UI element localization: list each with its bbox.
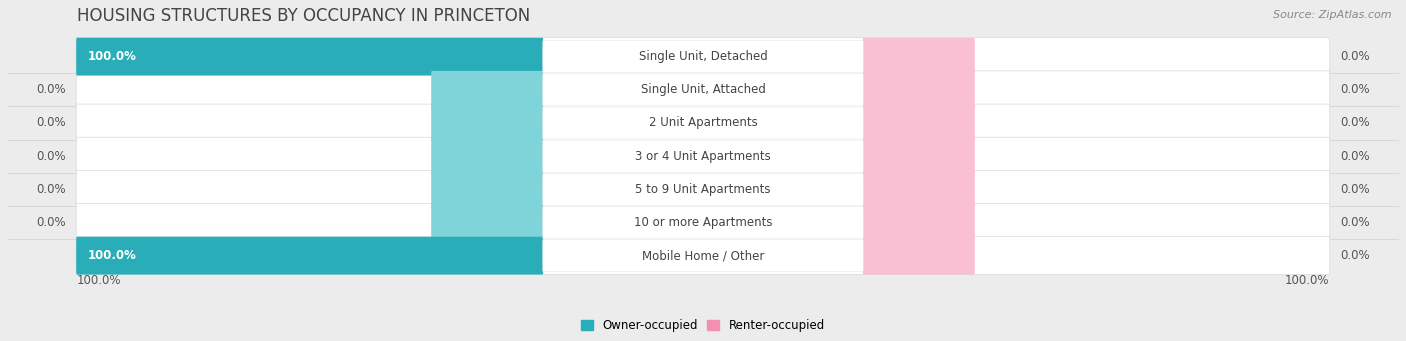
FancyBboxPatch shape: [432, 170, 543, 208]
Text: 0.0%: 0.0%: [35, 83, 66, 96]
FancyBboxPatch shape: [76, 38, 1330, 76]
FancyBboxPatch shape: [76, 237, 543, 275]
FancyBboxPatch shape: [543, 74, 863, 106]
FancyBboxPatch shape: [432, 104, 543, 142]
Text: 0.0%: 0.0%: [35, 183, 66, 196]
Text: 100.0%: 100.0%: [87, 249, 136, 262]
FancyBboxPatch shape: [543, 107, 863, 139]
FancyBboxPatch shape: [76, 38, 543, 76]
FancyBboxPatch shape: [863, 204, 974, 241]
FancyBboxPatch shape: [863, 170, 974, 208]
FancyBboxPatch shape: [543, 173, 863, 205]
Text: 0.0%: 0.0%: [35, 117, 66, 130]
Text: 0.0%: 0.0%: [1340, 183, 1371, 196]
Text: HOUSING STRUCTURES BY OCCUPANCY IN PRINCETON: HOUSING STRUCTURES BY OCCUPANCY IN PRINC…: [76, 7, 530, 25]
Text: 100.0%: 100.0%: [87, 50, 136, 63]
Text: Mobile Home / Other: Mobile Home / Other: [641, 249, 765, 262]
Text: Single Unit, Attached: Single Unit, Attached: [641, 83, 765, 96]
FancyBboxPatch shape: [543, 140, 863, 172]
Text: 0.0%: 0.0%: [1340, 117, 1371, 130]
FancyBboxPatch shape: [76, 137, 1330, 175]
Text: 100.0%: 100.0%: [1285, 274, 1330, 287]
FancyBboxPatch shape: [76, 71, 1330, 109]
FancyBboxPatch shape: [76, 204, 1330, 241]
FancyBboxPatch shape: [76, 104, 1330, 142]
Text: 0.0%: 0.0%: [1340, 83, 1371, 96]
Text: 0.0%: 0.0%: [1340, 150, 1371, 163]
Text: 0.0%: 0.0%: [1340, 216, 1371, 229]
Text: Source: ZipAtlas.com: Source: ZipAtlas.com: [1274, 10, 1392, 20]
Text: 3 or 4 Unit Apartments: 3 or 4 Unit Apartments: [636, 150, 770, 163]
FancyBboxPatch shape: [432, 204, 543, 241]
FancyBboxPatch shape: [863, 104, 974, 142]
Text: 2 Unit Apartments: 2 Unit Apartments: [648, 117, 758, 130]
FancyBboxPatch shape: [543, 206, 863, 239]
FancyBboxPatch shape: [432, 137, 543, 175]
Text: 0.0%: 0.0%: [1340, 50, 1371, 63]
FancyBboxPatch shape: [432, 71, 543, 109]
FancyBboxPatch shape: [543, 240, 863, 272]
FancyBboxPatch shape: [863, 71, 974, 109]
Text: 0.0%: 0.0%: [35, 150, 66, 163]
Text: 10 or more Apartments: 10 or more Apartments: [634, 216, 772, 229]
Text: 0.0%: 0.0%: [35, 216, 66, 229]
FancyBboxPatch shape: [863, 237, 974, 275]
Text: 5 to 9 Unit Apartments: 5 to 9 Unit Apartments: [636, 183, 770, 196]
Legend: Owner-occupied, Renter-occupied: Owner-occupied, Renter-occupied: [581, 319, 825, 332]
Text: 0.0%: 0.0%: [1340, 249, 1371, 262]
Text: Single Unit, Detached: Single Unit, Detached: [638, 50, 768, 63]
FancyBboxPatch shape: [863, 38, 974, 76]
FancyBboxPatch shape: [863, 137, 974, 175]
FancyBboxPatch shape: [76, 237, 1330, 275]
FancyBboxPatch shape: [543, 41, 863, 73]
Text: 100.0%: 100.0%: [76, 274, 121, 287]
FancyBboxPatch shape: [76, 170, 1330, 208]
